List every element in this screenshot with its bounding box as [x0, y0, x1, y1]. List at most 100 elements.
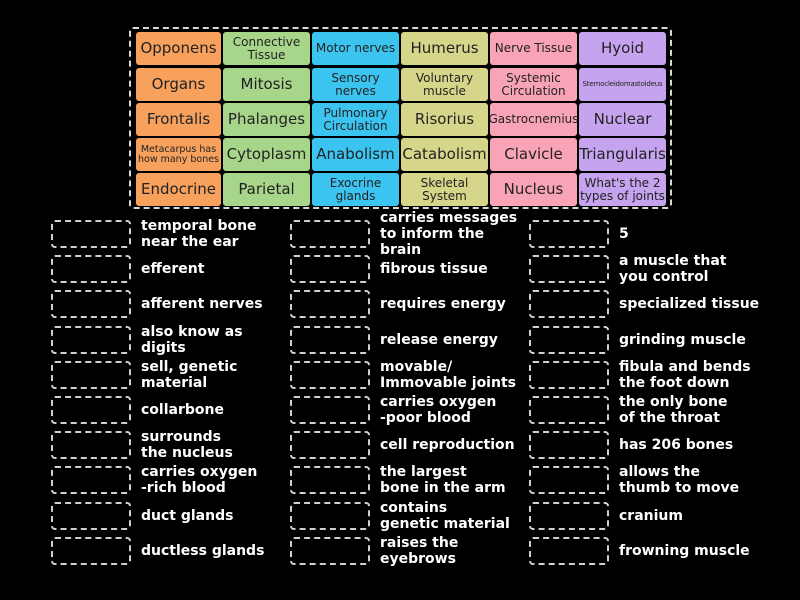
answer-tile-label: Opponens	[140, 38, 217, 57]
drop-slot[interactable]	[529, 290, 609, 319]
drop-slot[interactable]	[51, 466, 131, 495]
answer-tile[interactable]: Catabolism	[401, 138, 488, 171]
answer-tile-label: Hyoid	[600, 38, 645, 57]
answer-tile-label: Organs	[151, 74, 206, 93]
drop-slot[interactable]	[51, 325, 131, 354]
clue-text: frowning muscle	[619, 542, 750, 559]
answer-tile[interactable]: Motor nerves	[312, 32, 399, 65]
clue-text: cranium	[619, 507, 683, 524]
clue-text: requires energy	[380, 296, 506, 313]
answer-tile[interactable]: Clavicle	[490, 138, 577, 171]
answer-tile-label: Gastrocnemius	[490, 112, 577, 127]
clue-text: 5	[619, 226, 629, 242]
drop-slot[interactable]	[290, 360, 370, 389]
answer-tile[interactable]: Gastrocnemius	[490, 103, 577, 136]
drop-slot[interactable]	[290, 290, 370, 319]
drop-slot[interactable]	[290, 501, 370, 530]
answer-tile[interactable]: Exocrine glands	[312, 173, 399, 206]
answer-tile-label: Connective Tissue	[232, 34, 301, 62]
clue-text: grinding muscle	[619, 331, 746, 348]
answer-tile[interactable]: Humerus	[401, 32, 488, 65]
drop-slot[interactable]	[51, 396, 131, 424]
drop-slot[interactable]	[290, 325, 370, 354]
answer-tile[interactable]: Triangularis	[579, 138, 666, 171]
answer-tile-label: Clavicle	[504, 144, 563, 163]
clue-text: duct glands	[141, 507, 234, 524]
clue-text: ductless glands	[141, 542, 265, 559]
answer-tile[interactable]: Anabolism	[312, 138, 399, 171]
clue-text: fibula and bends the foot down	[619, 358, 751, 391]
drop-slot[interactable]	[529, 325, 609, 354]
clue-text: contains genetic material	[380, 499, 510, 532]
drop-slot[interactable]	[529, 220, 609, 248]
clue-text: the only bone of the throat	[619, 394, 728, 426]
drop-slot[interactable]	[51, 220, 131, 248]
clue-text: temporal bone near the ear	[141, 218, 257, 250]
answer-tile[interactable]: Nuclear	[579, 103, 666, 136]
answer-tile[interactable]: Sensory nerves	[312, 68, 399, 101]
answer-tile-label: Exocrine glands	[329, 175, 382, 203]
answer-tile[interactable]: Sternocleidomastoideus	[579, 68, 666, 101]
answer-tile-label: Sternocleidomastoideus	[582, 79, 663, 88]
answer-tile[interactable]: Pulmonary Circulation	[312, 103, 399, 136]
clue-text: carries messages to inform the brain	[380, 210, 518, 258]
drop-slot[interactable]	[529, 396, 609, 424]
clue-text: surrounds the nucleus	[141, 429, 233, 462]
clue-text: has 206 bones	[619, 437, 734, 454]
answer-tile[interactable]: Organs	[136, 68, 221, 101]
answer-tile[interactable]: Mitosis	[223, 68, 310, 101]
clue-text: carries oxygen -rich blood	[141, 464, 258, 497]
answer-tile[interactable]: Nerve Tissue	[490, 32, 577, 65]
answer-tile-label: Systemic Circulation	[501, 70, 566, 98]
clue-text: the largest bone in the arm	[380, 464, 506, 497]
answer-tile[interactable]: Phalanges	[223, 103, 310, 136]
drop-slot[interactable]	[529, 431, 609, 460]
answer-tile-label: Nerve Tissue	[494, 41, 573, 56]
clue-text: collarbone	[141, 402, 224, 418]
answer-tile[interactable]: Frontalis	[136, 103, 221, 136]
drop-slot[interactable]	[51, 501, 131, 530]
drop-slot[interactable]	[529, 501, 609, 530]
drop-slot[interactable]	[290, 396, 370, 424]
clue-text: fibrous tissue	[380, 261, 488, 278]
drop-slot[interactable]	[529, 255, 609, 284]
answer-tile[interactable]: Risorius	[401, 103, 488, 136]
answer-tile[interactable]: Hyoid	[579, 32, 666, 65]
answer-tile[interactable]: Metacarpus has how many bones	[136, 138, 221, 171]
drop-slot[interactable]	[51, 290, 131, 319]
clue-text: sell, genetic material	[141, 358, 238, 391]
drop-slot[interactable]	[290, 431, 370, 460]
answer-tile[interactable]: Systemic Circulation	[490, 68, 577, 101]
answer-tile[interactable]: Voluntary muscle	[401, 68, 488, 101]
drop-slot[interactable]	[51, 536, 131, 565]
answer-tile-label: Motor nerves	[315, 41, 396, 56]
answer-tile-label: Sensory nerves	[331, 70, 380, 98]
answer-tile-label: Frontalis	[146, 109, 211, 128]
drop-slot[interactable]	[290, 255, 370, 284]
answer-tile[interactable]: Endocrine	[136, 173, 221, 206]
answer-tile[interactable]: Skeletal System	[401, 173, 488, 206]
drop-slot[interactable]	[51, 255, 131, 284]
answer-tile[interactable]: Parietal	[223, 173, 310, 206]
answer-tile[interactable]: Connective Tissue	[223, 32, 310, 65]
clue-text: carries oxygen -poor blood	[380, 394, 497, 426]
answer-tile-label: Catabolism	[402, 144, 487, 163]
answer-tile-label: Nucleus	[503, 179, 564, 198]
drop-slot[interactable]	[290, 536, 370, 565]
drop-slot[interactable]	[290, 466, 370, 495]
answer-tile[interactable]: Cytoplasm	[223, 138, 310, 171]
answer-tile[interactable]: What's the 2 types of joints	[579, 173, 666, 206]
clue-text: efferent	[141, 261, 205, 278]
answer-tile-label: Cytoplasm	[226, 144, 307, 163]
drop-slot[interactable]	[529, 536, 609, 565]
answer-tile[interactable]: Opponens	[136, 32, 221, 65]
answer-tile[interactable]: Nucleus	[490, 173, 577, 206]
drop-slot[interactable]	[529, 360, 609, 389]
answer-bank: Opponens Connective Tissue Motor nerves Hum…	[129, 27, 672, 209]
drop-slot[interactable]	[51, 431, 131, 460]
drop-slot[interactable]	[51, 360, 131, 389]
drop-slot[interactable]	[529, 466, 609, 495]
drop-slot[interactable]	[290, 220, 370, 248]
answer-tile-label: Risorius	[414, 109, 475, 128]
answer-tile-label: Endocrine	[141, 179, 216, 198]
